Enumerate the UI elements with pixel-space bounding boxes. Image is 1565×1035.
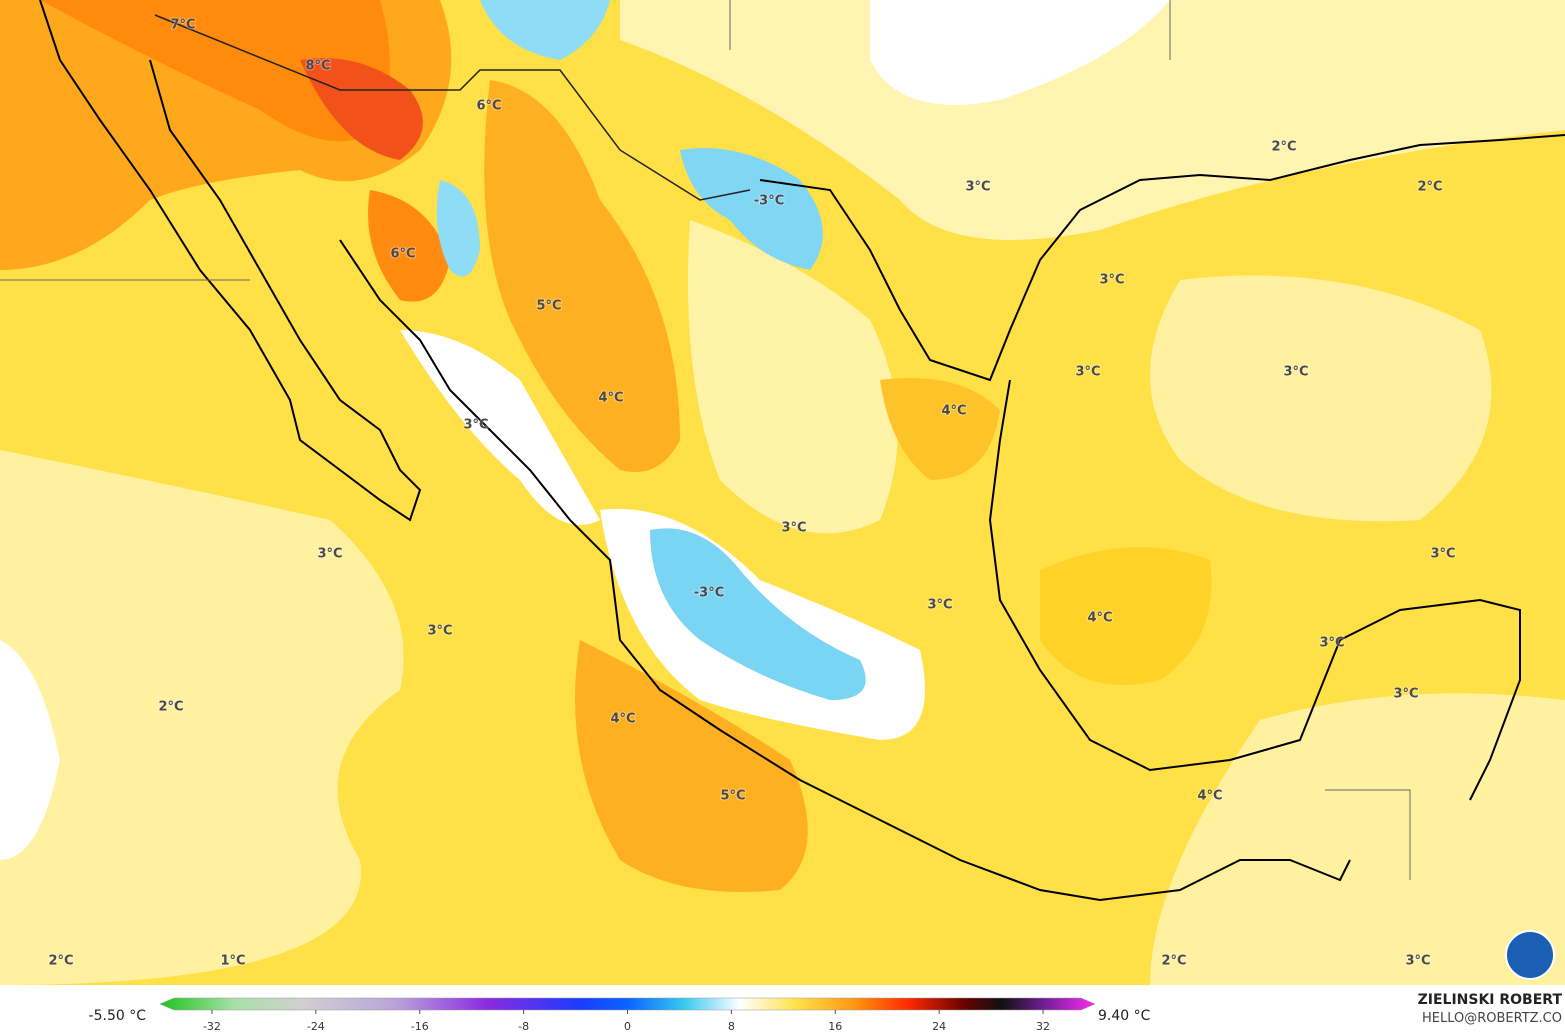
cold-region bbox=[480, 0, 610, 60]
temperature-label: 7°C bbox=[170, 18, 195, 33]
temperature-label: -3°C bbox=[754, 194, 784, 209]
temperature-label: 4°C bbox=[610, 712, 635, 727]
temperature-label: 3°C bbox=[1405, 954, 1430, 969]
temperature-label: 3°C bbox=[1430, 547, 1455, 562]
temperature-label: 3°C bbox=[1099, 273, 1124, 288]
credit-name: ZIELINSKI ROBERT bbox=[1418, 992, 1563, 1008]
colorbar-min-label: -5.50 °C bbox=[89, 1008, 147, 1024]
orange-region bbox=[880, 378, 1000, 480]
map-background bbox=[0, 0, 1565, 985]
orange-region bbox=[575, 640, 808, 892]
colorbar bbox=[159, 997, 1096, 1011]
temperature-label: 3°C bbox=[427, 624, 452, 639]
pale-region bbox=[0, 450, 404, 985]
colorbar-tick-label: 24 bbox=[932, 1020, 946, 1033]
temperature-label: 3°C bbox=[1283, 365, 1308, 380]
yellow-region bbox=[1040, 547, 1212, 685]
temperature-label: 3°C bbox=[1319, 636, 1344, 651]
temperature-label: -3°C bbox=[694, 586, 724, 601]
pale-region bbox=[1150, 275, 1492, 522]
colorbar-tick-label: 8 bbox=[728, 1020, 735, 1033]
temperature-label: 2°C bbox=[1271, 140, 1296, 155]
red-region bbox=[300, 58, 423, 160]
temperature-label: 2°C bbox=[1161, 954, 1186, 969]
white-region bbox=[870, 0, 1170, 105]
coastline bbox=[988, 379, 1521, 801]
colorbar-tick-label: -24 bbox=[307, 1020, 325, 1033]
temperature-label: 3°C bbox=[1075, 365, 1100, 380]
temperature-label: 6°C bbox=[476, 99, 501, 114]
cold-region bbox=[436, 180, 480, 277]
white-region bbox=[0, 640, 60, 860]
temperature-label: 4°C bbox=[941, 404, 966, 419]
temperature-label: 4°C bbox=[1087, 611, 1112, 626]
coastline bbox=[39, 0, 422, 522]
cold-region bbox=[680, 148, 823, 270]
pale-region bbox=[1150, 693, 1565, 985]
pale-region bbox=[620, 0, 1565, 240]
temperature-label: 4°C bbox=[598, 391, 623, 406]
white-region bbox=[400, 330, 600, 525]
temperature-label: 2°C bbox=[48, 954, 73, 969]
colorbar-tick-label: -16 bbox=[411, 1020, 429, 1033]
temperature-label: 3°C bbox=[965, 180, 990, 195]
temperature-label: 3°C bbox=[317, 547, 342, 562]
dark-orange-region bbox=[40, 0, 390, 142]
coastline bbox=[339, 239, 1351, 902]
temperature-label: 3°C bbox=[927, 598, 952, 613]
temperature-label: 4°C bbox=[1197, 789, 1222, 804]
temperature-label: 6°C bbox=[390, 247, 415, 262]
dark-orange-region bbox=[368, 190, 450, 302]
colorbar-tick-label: -32 bbox=[203, 1020, 221, 1033]
coastline bbox=[759, 134, 1565, 382]
temperature-labels: 7°C 8°C 6°C -3°C 3°C 2°C 2°C 6°C 3°C 5°C 3°C 3°C 4°C… bbox=[47, 17, 1456, 970]
temperature-label: 1°C bbox=[220, 954, 245, 969]
temperature-label: 5°C bbox=[536, 299, 561, 314]
colorbar-tick-label: 0 bbox=[624, 1020, 631, 1033]
temperature-label: 3°C bbox=[781, 521, 806, 536]
noaa-logo bbox=[1505, 930, 1555, 980]
temperature-label: 3°C bbox=[1393, 687, 1418, 702]
colorbar-max-label: 9.40 °C bbox=[1098, 1008, 1151, 1024]
temperature-label: 2°C bbox=[158, 700, 183, 715]
colorbar-tick-label: 16 bbox=[828, 1020, 842, 1033]
pale-region bbox=[688, 220, 898, 534]
colorbar-tick-label: 32 bbox=[1036, 1020, 1050, 1033]
colorbar-ticks: -32 -24 -16 -8 0 8 16 24 32 bbox=[203, 1010, 1050, 1033]
cold-region bbox=[650, 528, 866, 700]
colorbar-tick-label: -8 bbox=[518, 1020, 529, 1033]
temperature-label: 3°C bbox=[463, 418, 488, 433]
border bbox=[0, 0, 1411, 880]
border bbox=[154, 14, 751, 201]
temperature-label: 5°C bbox=[720, 789, 745, 804]
temperature-label: 2°C bbox=[1417, 180, 1442, 195]
credit-email: HELLO@ROBERTZ.CO bbox=[1422, 1011, 1562, 1026]
orange-region bbox=[484, 80, 680, 472]
temperature-label: 8°C bbox=[305, 59, 330, 74]
